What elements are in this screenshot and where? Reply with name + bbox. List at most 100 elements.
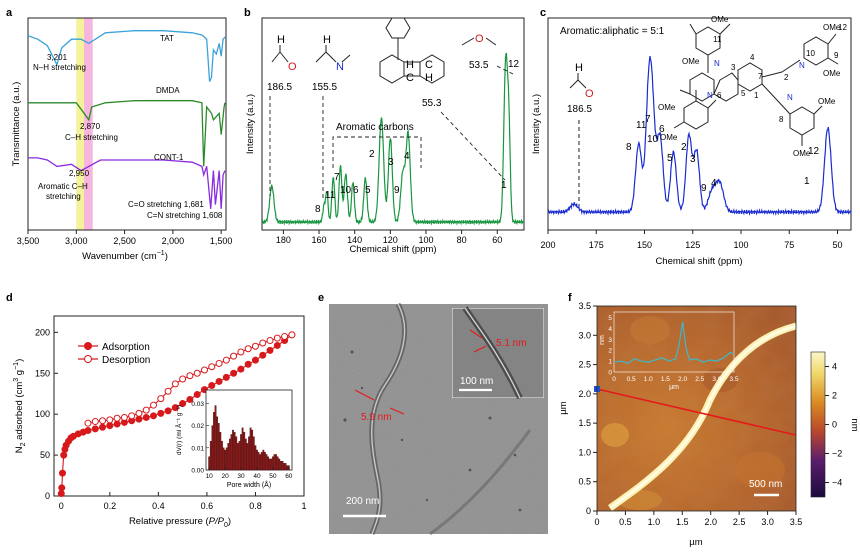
highlight-band-yellow [76, 18, 85, 230]
atom-h-b2: H [323, 34, 331, 46]
struct-label: 12 [838, 23, 847, 32]
point-desorption [91, 418, 99, 426]
panel-d-frame [53, 315, 305, 497]
y-tick-label: 0 [45, 491, 50, 501]
inset-bar [225, 447, 228, 471]
legend-marker-des [84, 355, 92, 363]
struct-label: 2 [784, 73, 789, 82]
inset-bar [273, 454, 276, 471]
peak-label: 12 [808, 146, 820, 157]
annot-arch-text1: Aromatic C–H [38, 182, 88, 191]
series-line-cont-1 [28, 157, 226, 209]
scale-main: 200 nm [346, 496, 379, 507]
inset-bar [214, 405, 217, 471]
point-desorption [142, 406, 150, 414]
peak-label: 2 [681, 142, 687, 153]
point-desorption [84, 419, 92, 427]
annot-nh-value: 3,201 [47, 53, 68, 62]
x-tick-label: 160 [312, 235, 327, 245]
inset-bar [283, 463, 285, 471]
peak-label: 2 [369, 149, 375, 160]
shift-186-b: 186.5 [267, 82, 292, 93]
struct-label: 10 [806, 49, 815, 58]
inset-bar [236, 443, 239, 471]
y-tick-label: 0 [586, 506, 591, 516]
afm-inset-ylabel: nm [599, 335, 606, 345]
inset-bar [227, 443, 230, 471]
struct-label: 3 [731, 63, 736, 72]
panel-b-label: b [244, 7, 251, 19]
point-adsorption [186, 395, 194, 403]
shift-53-b: 53.5 [469, 60, 489, 71]
fragment-triptycene [379, 17, 445, 84]
inset-x-tick-label: 2.5 [695, 376, 704, 383]
struct-label: N [787, 93, 793, 102]
point-desorption [164, 387, 172, 395]
inset-bar [249, 427, 252, 471]
inset-bar [279, 460, 282, 471]
struct-label: OMe [823, 69, 841, 78]
inset-y-tick-label: 1 [608, 359, 612, 366]
inset-x-tick-label: 2.0 [678, 376, 687, 383]
panel-c-label: c [540, 7, 546, 19]
afm-profile-line [596, 388, 797, 436]
inset-bar [216, 416, 219, 471]
peak-label: 9 [394, 185, 400, 196]
inset-bar [281, 460, 284, 471]
point-desorption [157, 395, 165, 403]
peak-label: 11 [636, 120, 647, 131]
label-tat: TAT [160, 34, 174, 43]
x-tick-label: 1 [301, 501, 306, 511]
point-adsorption [150, 412, 158, 420]
peak-label: 5 [667, 153, 673, 164]
inset-y-tick-label: 0.00 [191, 468, 204, 475]
point-adsorption [244, 360, 252, 368]
afm-inset-frame [613, 311, 735, 373]
struct-label: 5 [741, 89, 746, 98]
atom-c-trip-1: C [425, 59, 433, 71]
x-tick-label: 125 [685, 240, 700, 250]
point-adsorption [222, 373, 230, 381]
point-desorption [237, 348, 245, 356]
annot-nh-text: N–H stretching [33, 63, 86, 72]
atom-o-c1: O [585, 88, 594, 100]
panel-b-xticks: 180 160 140 120 100 80 60 [276, 230, 502, 245]
panel-d-ylabel: N2 adsorbed (cm3 g−1) [13, 359, 27, 454]
y-tick-label: 0.5 [578, 477, 591, 487]
point-desorption [193, 369, 201, 377]
struct-label: 9 [834, 51, 839, 60]
panel-b: b 180 160 140 120 100 80 60 Chemical shift (pp… [244, 7, 525, 255]
point-desorption [106, 416, 114, 424]
point-adsorption [58, 484, 66, 492]
inset-bar [286, 465, 289, 471]
point-adsorption [273, 341, 281, 349]
annot-co-text: C=O stretching 1,681 [128, 200, 204, 209]
y-tick-label: 150 [35, 368, 50, 378]
inset-bar [252, 436, 255, 471]
inset-x-tick-label: 50 [269, 473, 277, 480]
measure-arrow-inset-2 [473, 345, 487, 353]
x-tick-label: 60 [492, 235, 502, 245]
x-tick-label: 150 [637, 240, 652, 250]
point-adsorption [135, 415, 143, 423]
colorbar-tick-label: −2 [832, 449, 842, 459]
struct-label: N [714, 59, 720, 68]
inset-bar [278, 458, 281, 471]
panel-d-series [57, 331, 296, 498]
annot-ch-text: C–H stretching [65, 133, 118, 142]
peak-label: 10 [647, 134, 659, 145]
panel-e: e 5.9 nm 200 nm 5.1 nm 100 nm [318, 292, 548, 536]
point-adsorption [215, 377, 223, 385]
point-adsorption [60, 451, 68, 459]
label-dmda: DMDA [156, 86, 180, 95]
panel-a-xlabel: Wavenumber (cm−1) [82, 250, 168, 262]
peak-label: 6 [353, 185, 359, 196]
panel-a: a 3,500 3,000 2,500 2,000 1,500 Wavenumber (… [6, 7, 232, 262]
inset-bar [284, 463, 287, 471]
point-desorption [273, 334, 281, 342]
atom-o-methoxy: O [475, 33, 484, 45]
point-adsorption [106, 422, 114, 430]
panel-b-xlabel: Chemical shift (ppm) [349, 244, 436, 255]
atom-h-trip-1: H [406, 59, 414, 71]
inset-bar [259, 454, 262, 471]
